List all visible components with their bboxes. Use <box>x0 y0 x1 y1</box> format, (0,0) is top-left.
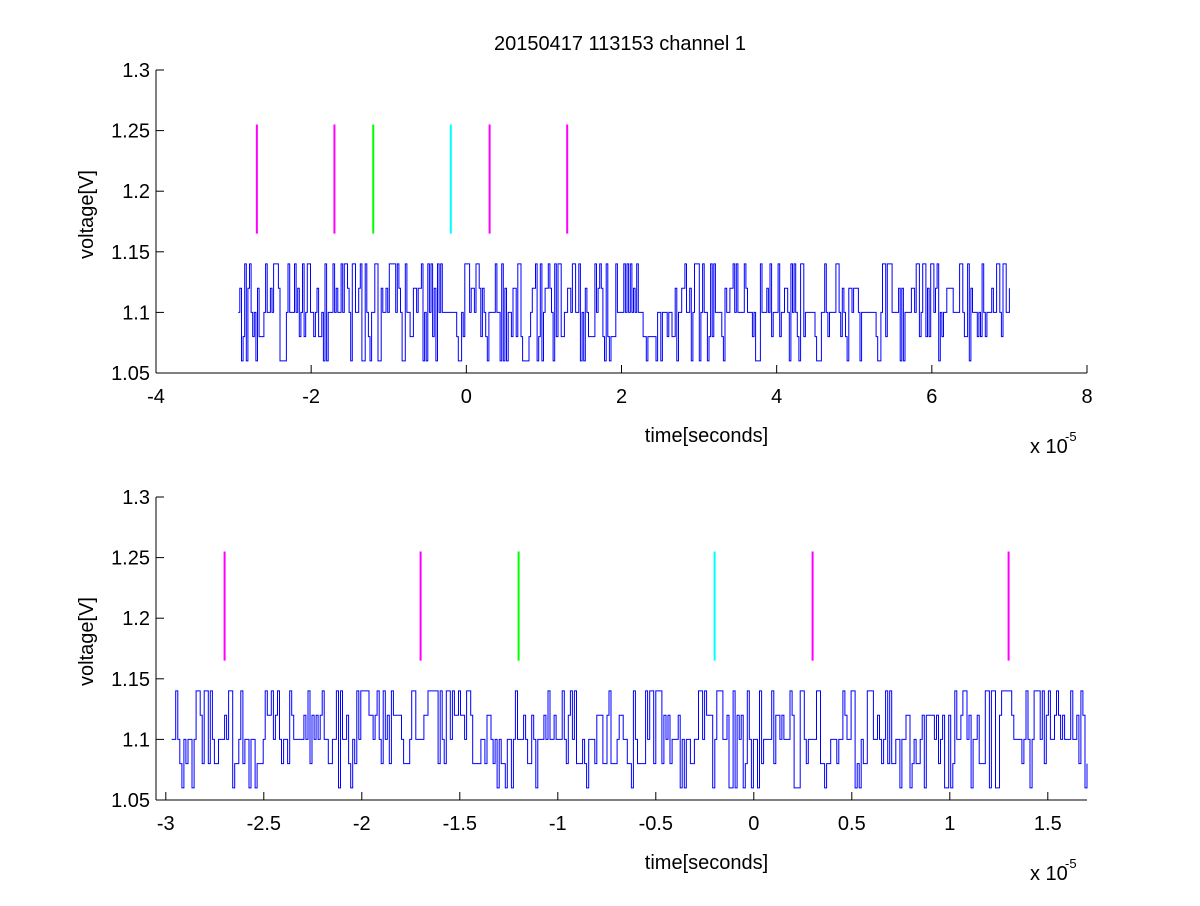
top-y-tick-label: 1.25 <box>111 121 150 143</box>
bottom-y-tick-label: 1.1 <box>122 729 150 751</box>
top-y-tick-label: 1.1 <box>122 302 150 324</box>
bottom-x-multiplier-exponent: -5 <box>1065 856 1077 871</box>
bottom-y-tick-label: 1.2 <box>122 608 150 630</box>
bottom-x-multiplier: x 10 <box>1030 863 1068 885</box>
top-x-tick-label: 8 <box>1081 386 1092 408</box>
top-x-multiplier-exponent: -5 <box>1065 429 1077 444</box>
top-x-axis-label: time[seconds] <box>645 425 768 447</box>
top-x-tick-label: 4 <box>771 386 782 408</box>
bottom-x-tick-label: 0 <box>748 813 759 835</box>
top-x-tick-label: 0 <box>461 386 472 408</box>
bottom-y-tick-label: 1.3 <box>122 487 150 509</box>
top-x-tick-label: -4 <box>147 386 165 408</box>
bottom-x-tick-label: -2.5 <box>247 813 281 835</box>
bottom-y-tick-label: 1.25 <box>111 548 150 570</box>
top-y-tick-label: 1.2 <box>122 181 150 203</box>
top-y-tick-label: 1.15 <box>111 242 150 264</box>
bottom-y-tick-label: 1.15 <box>111 669 150 691</box>
top-y-tick-label: 1.05 <box>111 363 150 385</box>
bottom-x-axis-label: time[seconds] <box>645 852 768 874</box>
top-y-tick-label: 1.3 <box>122 60 150 82</box>
bottom-x-tick-label: -0.5 <box>639 813 673 835</box>
top-x-tick-label: 6 <box>926 386 937 408</box>
top-y-axis-label: voltage[V] <box>76 170 98 259</box>
top-x-multiplier: x 10 <box>1030 436 1068 458</box>
bottom-subplot: -3 -2.5 -2 -1.5 -1 -0.5 0 0.5 1 1.5 1.05 1.1 1.15 1.2… <box>76 487 1088 885</box>
chart-title: 20150417 113153 channel 1 <box>494 33 746 55</box>
bottom-x-tick-label: -1.5 <box>443 813 477 835</box>
bottom-x-tick-label: 1 <box>944 813 955 835</box>
bottom-x-tick-label: -2 <box>353 813 371 835</box>
bottom-x-tick-label: 0.5 <box>838 813 866 835</box>
top-x-tick-label: -2 <box>302 386 320 408</box>
bottom-y-tick-label: 1.05 <box>111 790 150 812</box>
top-subplot: -4 -2 0 2 4 6 8 1.05 1.1 1.15 1.2 1.25 1.3 time[secon… <box>76 60 1093 458</box>
bottom-x-tick-label: -1 <box>549 813 567 835</box>
bottom-trace-line <box>171 690 1088 789</box>
bottom-x-tick-label: -3 <box>157 813 175 835</box>
top-trace-line <box>238 263 1010 362</box>
top-x-tick-label: 2 <box>616 386 627 408</box>
bottom-x-tick-label: 1.5 <box>1034 813 1062 835</box>
bottom-y-axis-label: voltage[V] <box>76 597 98 686</box>
